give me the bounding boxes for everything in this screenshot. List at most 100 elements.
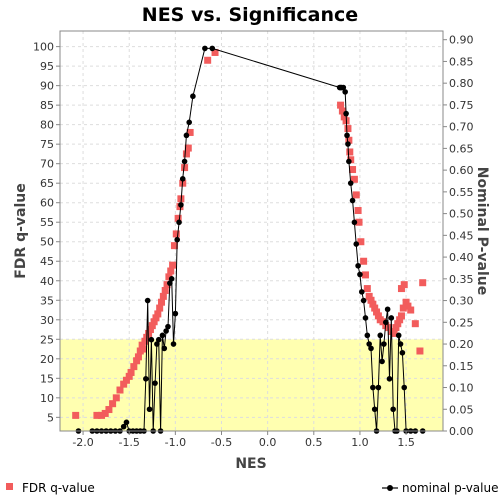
- nominal-point: [355, 262, 361, 269]
- nominal-point: [186, 119, 193, 126]
- y-left-tick-label: 90: [40, 80, 54, 93]
- nominal-point: [364, 332, 371, 339]
- fdr-point: [167, 267, 175, 275]
- y-right-tick-label: 0.45: [449, 229, 474, 242]
- y-axis-left-label: FDR q-value: [13, 183, 29, 279]
- nominal-point: [362, 315, 369, 321]
- nominal-point: [357, 271, 363, 278]
- fdr-point: [165, 273, 173, 281]
- plot-border: [59, 30, 444, 432]
- x-tick-label: -1.5: [118, 436, 139, 449]
- nominal-point: [388, 315, 395, 321]
- y-left-tick-label: 80: [40, 119, 54, 132]
- y-right-tick-label: 0.40: [449, 251, 474, 264]
- fdr-point: [130, 363, 138, 371]
- fdr-point: [141, 337, 149, 345]
- fdr-point: [363, 285, 371, 293]
- legend: FDR q-value nominal p-value: [6, 481, 498, 495]
- nominal-point: [165, 323, 171, 330]
- nominal-point: [366, 341, 372, 347]
- y-axis-left: 5 10 15 20 25 30 35 40 45 50 55 60 65 70 75 80 85 90 95 100: [33, 41, 60, 424]
- nominal-point: [168, 276, 175, 282]
- y-left-tick-label: 15: [40, 372, 54, 385]
- x-tick-label: -1.0: [165, 436, 186, 449]
- nominal-point: [163, 328, 169, 334]
- fdr-point: [399, 304, 407, 312]
- fdr-point: [397, 312, 405, 320]
- nominal-point: [353, 241, 360, 247]
- fdr-point: [374, 312, 382, 320]
- fdr-point: [396, 316, 404, 324]
- x-axis-label: NES: [235, 456, 266, 472]
- fdr-point: [138, 341, 146, 349]
- nominal-point: [178, 202, 184, 208]
- nominal-point: [209, 45, 216, 52]
- nominal-point: [155, 336, 162, 343]
- nominal-point: [172, 310, 179, 317]
- fdr-point: [350, 175, 358, 183]
- fdr-point: [365, 292, 373, 300]
- fdr-point: [186, 128, 194, 136]
- y-left-tick-label: 30: [40, 314, 54, 327]
- x-tick-label: -2.0: [72, 436, 93, 449]
- fdr-point: [390, 329, 398, 337]
- legend-fdr-label: FDR q-value: [22, 481, 95, 495]
- nominal-point: [344, 132, 350, 139]
- nominal-point: [343, 110, 349, 117]
- fdr-point: [72, 411, 80, 419]
- y-left-tick-label: 85: [40, 99, 54, 112]
- fdr-point: [156, 304, 164, 312]
- fdr-point: [98, 411, 106, 419]
- nominal-point: [382, 319, 389, 326]
- y-axis-right-label: Nominal P-value: [474, 167, 490, 295]
- nominal-point: [371, 406, 378, 413]
- nominal-point: [358, 289, 365, 295]
- y-right-tick-label: 0.15: [449, 360, 474, 373]
- y-right-tick-label: 0.00: [449, 425, 474, 438]
- fdr-point: [139, 345, 147, 353]
- y-left-tick-label: 10: [40, 392, 54, 405]
- fdr-point: [101, 409, 109, 417]
- y-right-tick-label: 0.20: [449, 338, 474, 351]
- fdr-point: [112, 394, 120, 402]
- y-right-tick-label: 0.55: [449, 186, 474, 199]
- chart-title: NES vs. Significance: [142, 4, 358, 26]
- series-layer: [72, 45, 427, 434]
- nominal-point: [386, 376, 393, 382]
- nominal-point: [381, 341, 387, 347]
- y-right-tick-label: 0.60: [449, 164, 474, 177]
- y-left-tick-label: 65: [40, 177, 54, 190]
- nominal-point: [176, 219, 182, 226]
- nominal-point: [167, 280, 173, 286]
- nominal-point: [179, 176, 186, 182]
- nominal-point: [399, 349, 406, 356]
- fdr-point: [211, 48, 219, 56]
- y-left-tick-label: 95: [40, 60, 54, 73]
- nominal-point: [346, 158, 352, 165]
- fdr-point: [402, 298, 410, 306]
- y-left-tick-label: 55: [40, 216, 54, 229]
- y-left-tick-label: 35: [40, 294, 54, 307]
- nominal-point: [370, 384, 376, 391]
- fdr-point: [338, 107, 346, 115]
- y-right-tick-label: 0.65: [449, 142, 474, 155]
- fdr-point: [400, 281, 408, 289]
- fdr-point: [419, 279, 427, 287]
- nominal-point: [349, 197, 356, 204]
- nominal-point: [360, 297, 367, 304]
- fdr-point: [411, 320, 419, 328]
- fdr-point: [369, 300, 377, 308]
- nominal-point: [144, 297, 151, 304]
- y-left-tick-label: 70: [40, 158, 54, 171]
- nominal-point: [342, 89, 348, 95]
- nominal-point: [123, 419, 130, 426]
- nominal-point: [202, 45, 208, 52]
- y-left-tick-label: 5: [47, 411, 54, 424]
- y-right-tick-label: 0.70: [449, 121, 474, 134]
- fdr-point: [181, 164, 189, 172]
- y-right-tick-label: 0.30: [449, 295, 474, 308]
- y-left-tick-label: 20: [40, 353, 54, 366]
- fdr-point: [361, 271, 369, 279]
- fdr-point: [360, 257, 368, 265]
